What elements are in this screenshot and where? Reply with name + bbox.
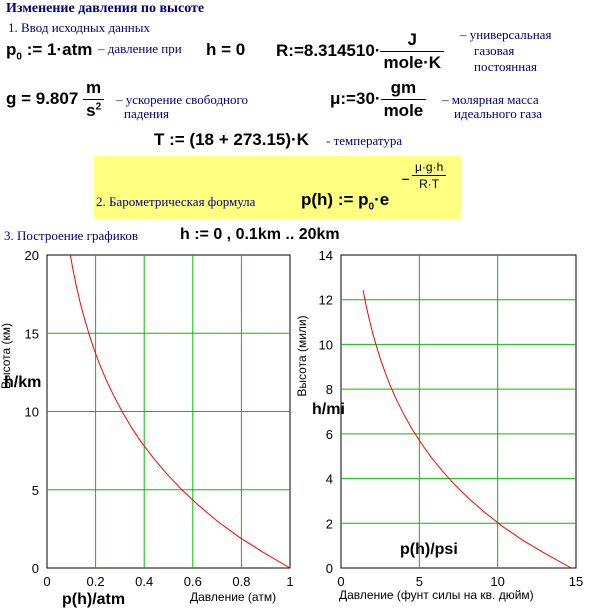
mu-definition[interactable]: μ:=30· gm mole bbox=[330, 78, 427, 121]
p0-value: 1·atm bbox=[47, 40, 93, 59]
x-axis-label: Давление (фунт силы на кв. дюйм) bbox=[339, 588, 534, 602]
range-definition[interactable]: h := 0 , 0.1km .. 20km bbox=[180, 226, 340, 243]
mu-note-line-1: – молярная масса bbox=[442, 92, 539, 107]
y-tick-label: 0 bbox=[326, 561, 333, 576]
y-tick-label: 0 bbox=[32, 561, 39, 576]
g-note-line-1: – ускорение свободного bbox=[116, 92, 249, 107]
tick-labels: 0 5 10 15 0 2 4 6 8 10 12 14 bbox=[319, 248, 584, 589]
formula-exponent-sign: – bbox=[402, 171, 410, 186]
section-2-heading: 2. Барометрическая формула bbox=[96, 194, 256, 209]
mu-unit-fraction: gm mole bbox=[380, 78, 427, 121]
x-tick-label: 0.8 bbox=[232, 574, 250, 589]
x-axis-label: Давление (атм) bbox=[190, 590, 276, 604]
y-tick-label: 4 bbox=[326, 472, 333, 487]
x-tick-label: 1 bbox=[286, 574, 293, 589]
R-unit-denominator: mole·K bbox=[383, 53, 442, 72]
x-tick-label: 0.4 bbox=[135, 574, 153, 589]
g-lhs: g = 9.807 bbox=[6, 88, 79, 108]
y-tick-label: 10 bbox=[25, 405, 39, 420]
p0-note: – давление при bbox=[98, 41, 182, 56]
mu-unit-numerator: gm bbox=[380, 78, 427, 100]
R-unit-fraction: J mole·K bbox=[380, 30, 445, 73]
R-definition[interactable]: R:=8.314510· J mole·K bbox=[276, 30, 445, 73]
y-axis-label: Высота (мили) bbox=[296, 315, 309, 396]
y-tick-label: 20 bbox=[25, 248, 39, 263]
x-tick-label: 10 bbox=[490, 574, 504, 589]
g-unit-numerator: m bbox=[83, 78, 105, 100]
page-title: Изменение давления по высоте bbox=[6, 1, 205, 16]
x-tick-label: 0 bbox=[337, 574, 344, 589]
x-tick-label: 0.6 bbox=[184, 574, 202, 589]
T-note: - температура bbox=[326, 133, 403, 148]
barometric-formula[interactable]: p(h) := p0·e bbox=[301, 190, 389, 212]
R-value: 8.314510· bbox=[303, 40, 381, 60]
formula-exponent: μ·g·h R·T bbox=[412, 160, 447, 191]
p0-assign: := bbox=[26, 40, 43, 59]
R-note-line-2: газовая bbox=[474, 43, 515, 58]
formula-exponent-denominator: R·T bbox=[419, 177, 440, 191]
y-axis-expression: h/mi bbox=[312, 401, 345, 418]
R-lhs: R:= bbox=[276, 40, 304, 60]
g-unit-base: s bbox=[86, 101, 96, 120]
R-note-line-3: постоянная bbox=[474, 59, 537, 74]
R-note-line-1: – универсальная bbox=[460, 27, 552, 42]
formula-exp-base: ·e bbox=[374, 190, 390, 209]
pressure-curve-psi bbox=[362, 290, 572, 569]
grid-lines bbox=[341, 255, 576, 568]
y-tick-label: 8 bbox=[326, 382, 333, 397]
p0-subscript: 0 bbox=[16, 51, 22, 63]
y-tick-label: 10 bbox=[319, 337, 333, 352]
y-tick-label: 2 bbox=[326, 516, 333, 531]
y-tick-label: 14 bbox=[319, 248, 333, 263]
mu-lhs: μ:=30· bbox=[330, 88, 381, 108]
formula-p0-subscript: 0 bbox=[368, 201, 375, 213]
pressure-curve-atm bbox=[69, 254, 291, 569]
mu-unit-denominator: mole bbox=[383, 101, 424, 120]
x-tick-label: 5 bbox=[416, 574, 423, 589]
g-unit-exponent: 2 bbox=[95, 101, 102, 113]
plot-frame bbox=[340, 254, 577, 569]
g-definition[interactable]: g = 9.807 m s2 bbox=[6, 78, 105, 121]
g-note-line-2: падения bbox=[124, 106, 170, 121]
grid-lines bbox=[47, 255, 290, 568]
section-1-heading: 1. Ввод исходных данных bbox=[8, 20, 150, 35]
mu-note-line-2: идеального газа bbox=[454, 106, 543, 121]
R-unit-numerator: J bbox=[380, 30, 445, 52]
chart-pressure-psi[interactable]: 0 5 10 15 0 2 4 6 8 10 12 14 Высота (мили) Давление… bbox=[296, 244, 593, 608]
y-tick-label: 15 bbox=[25, 326, 39, 341]
formula-exponent-fraction: μ·g·h R·T bbox=[412, 160, 447, 191]
y-axis-expression: h/km bbox=[4, 374, 41, 391]
y-tick-label: 12 bbox=[319, 293, 333, 308]
x-axis-expression: p(h)/psi bbox=[400, 541, 458, 558]
y-axis-label: Высота (км) bbox=[0, 323, 13, 389]
x-axis-expression: p(h)/atm bbox=[62, 591, 125, 608]
formula-highlight-box bbox=[94, 156, 461, 219]
y-tick-label: 5 bbox=[32, 483, 39, 498]
x-tick-label: 15 bbox=[569, 574, 583, 589]
T-definition[interactable]: T := (18 + 273.15)·K bbox=[154, 130, 309, 149]
h0-condition: h = 0 bbox=[206, 40, 246, 59]
p0-symbol: p bbox=[6, 40, 17, 59]
p0-definition[interactable]: p0 := 1·atm bbox=[6, 40, 92, 62]
formula-lhs: p(h) := p bbox=[301, 190, 369, 209]
g-unit-denominator: s2 bbox=[83, 100, 104, 121]
formula-exponent-numerator: μ·g·h bbox=[412, 160, 447, 176]
x-tick-label: 0 bbox=[43, 574, 50, 589]
section-3-heading: 3. Построение графиков bbox=[4, 228, 138, 243]
g-unit-fraction: m s2 bbox=[83, 78, 105, 121]
x-tick-label: 0.2 bbox=[87, 574, 105, 589]
y-tick-label: 6 bbox=[326, 427, 333, 442]
